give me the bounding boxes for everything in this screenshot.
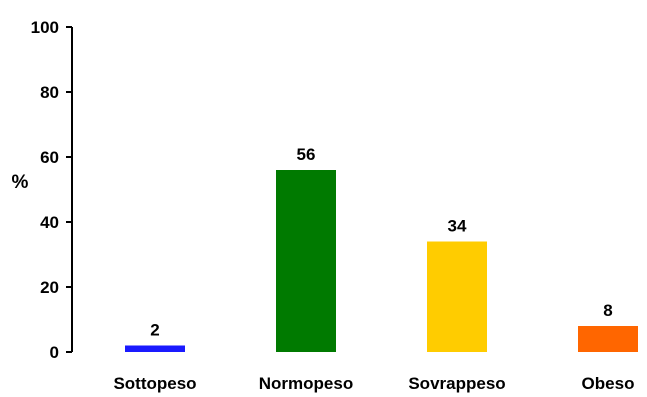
bar-obeso: [578, 326, 638, 352]
y-tick-label: 80: [40, 83, 59, 102]
bar-normopeso: [276, 170, 336, 352]
category-label-obeso: Obeso: [582, 374, 635, 393]
category-label-normopeso: Normopeso: [259, 374, 353, 393]
y-tick-label: 20: [40, 278, 59, 297]
category-label-sottopeso: Sottopeso: [113, 374, 196, 393]
bars: [125, 170, 638, 352]
data-label-sottopeso: 2: [150, 321, 159, 340]
bar-sottopeso: [125, 345, 185, 352]
bar-sovrappeso: [427, 241, 487, 352]
data-labels: 2 56 34 8: [150, 145, 612, 340]
y-tick-label: 40: [40, 213, 59, 232]
y-tick-label: 0: [50, 343, 59, 362]
y-tick-label: 100: [31, 18, 59, 37]
data-label-sovrappeso: 34: [448, 217, 467, 236]
y-axis-title: %: [12, 172, 29, 193]
y-tick-label: 60: [40, 148, 59, 167]
data-label-normopeso: 56: [297, 145, 316, 164]
y-axis-tick-labels: 0 20 40 60 80 100: [31, 18, 59, 362]
category-labels: Sottopeso Normopeso Sovrappeso Obeso: [113, 374, 634, 393]
data-label-obeso: 8: [603, 301, 612, 320]
category-label-sovrappeso: Sovrappeso: [408, 374, 505, 393]
